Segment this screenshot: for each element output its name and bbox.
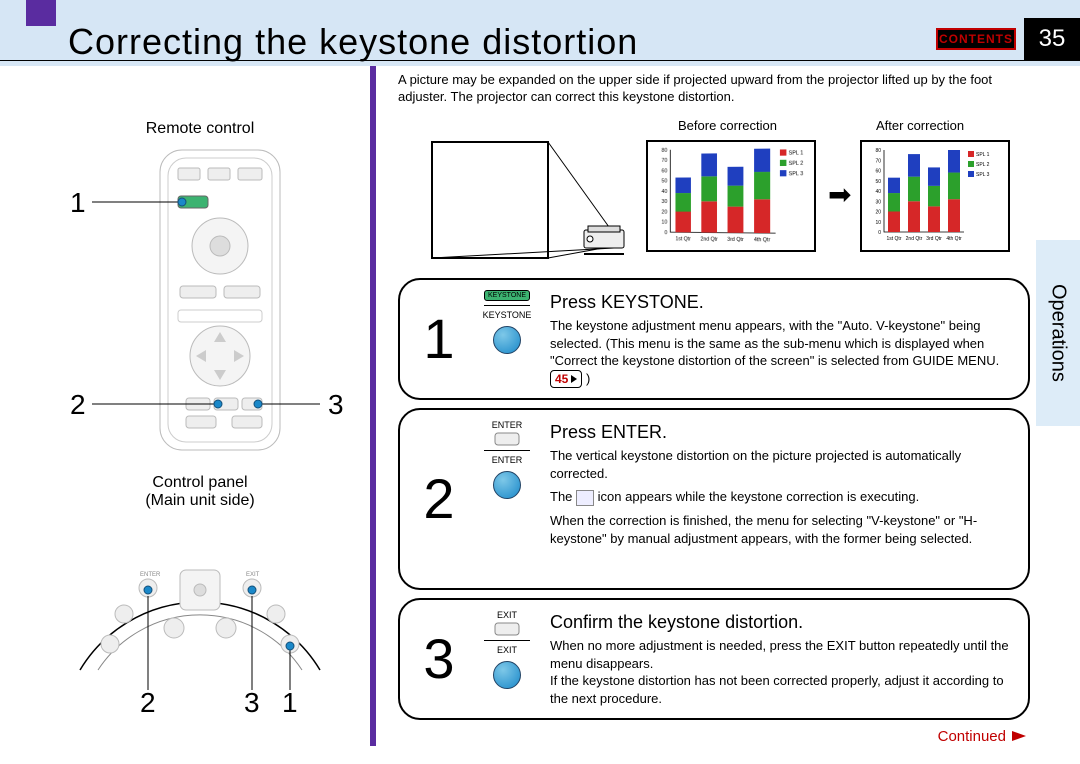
main-unit-label: (Main unit side) <box>40 492 360 510</box>
svg-text:SPL 2: SPL 2 <box>976 162 990 168</box>
step-2-body-b-pre: The <box>550 489 572 504</box>
svg-text:20: 20 <box>662 210 668 216</box>
diagram-row: Before correction 0 10 20 30 40 50 60 70 80 1st Q… <box>398 118 1030 268</box>
intro-text: A picture may be expanded on the upper s… <box>398 72 1030 106</box>
svg-text:SPL 2: SPL 2 <box>789 161 804 167</box>
after-correction-label: After correction <box>876 118 964 133</box>
step-3-title: Confirm the keystone distortion. <box>550 610 1014 634</box>
exit-key-icon <box>494 622 520 636</box>
arrow-icon: ➡ <box>828 178 851 211</box>
svg-text:SPL 1: SPL 1 <box>976 152 990 158</box>
svg-text:10: 10 <box>875 220 881 226</box>
step-2-control: ENTER ENTER <box>474 420 540 576</box>
exit-key-label: EXIT <box>497 645 517 655</box>
step-2-body-a: The vertical keystone distortion on the … <box>550 447 1014 482</box>
step-1-control: KEYSTONE KEYSTONE <box>474 290 540 386</box>
svg-text:1st Qtr: 1st Qtr <box>886 236 901 242</box>
remote-callout-2: 2 <box>70 389 86 420</box>
keystone-key-icon: KEYSTONE <box>484 290 530 301</box>
remote-callout-1: 1 <box>70 187 86 218</box>
svg-text:0: 0 <box>664 230 667 236</box>
step-2-body-b-post: icon appears while the keystone correcti… <box>598 489 920 504</box>
svg-text:30: 30 <box>875 199 881 205</box>
page-ref-45[interactable]: 45 <box>550 370 582 388</box>
remote-illustration: 1 2 3 <box>50 146 350 466</box>
enter-key-label-top: ENTER <box>492 420 523 430</box>
contents-button[interactable]: CONTENTS <box>936 28 1016 50</box>
svg-text:3rd Qtr: 3rd Qtr <box>727 237 744 243</box>
svg-text:10: 10 <box>662 220 668 226</box>
panel-callout-3: 3 <box>244 687 260 718</box>
after-chart: 0 10 20 30 40 50 60 70 80 1st Qtr 2nd Qtr3rd Qtr 4t… <box>860 140 1010 252</box>
svg-text:40: 40 <box>875 189 881 195</box>
svg-text:50: 50 <box>875 179 881 185</box>
svg-text:ENTER: ENTER <box>140 572 161 578</box>
keystone-key-label: KEYSTONE <box>483 310 532 320</box>
svg-text:SPL 3: SPL 3 <box>976 172 990 178</box>
before-chart: 0 10 20 30 40 50 60 70 80 1st Qtr 2nd Qtr 3rd Qtr 4t… <box>646 140 816 252</box>
accent-rail <box>370 66 376 746</box>
accent-stub <box>26 0 56 26</box>
step-1-number: 1 <box>414 290 464 386</box>
svg-text:20: 20 <box>875 210 881 216</box>
svg-text:2nd Qtr: 2nd Qtr <box>906 236 923 242</box>
exit-key-label-top: EXIT <box>497 610 517 620</box>
step-3-card: 3 EXIT EXIT Confirm the keystone distort… <box>398 598 1030 720</box>
step-1-title: Press KEYSTONE. <box>550 290 1014 314</box>
page-title: Correcting the keystone distortion <box>68 21 638 63</box>
panel-callout-1: 1 <box>282 687 298 718</box>
svg-text:0: 0 <box>878 230 881 236</box>
step-3-number: 3 <box>414 610 464 706</box>
keystone-progress-icon <box>576 490 594 506</box>
left-column: Remote control <box>40 120 360 720</box>
continued-label: Continued <box>938 728 1026 745</box>
svg-text:40: 40 <box>662 189 668 195</box>
section-tab: Operations <box>1036 240 1080 426</box>
svg-text:80: 80 <box>875 148 881 154</box>
svg-text:30: 30 <box>662 199 668 205</box>
svg-text:60: 60 <box>875 169 881 175</box>
svg-text:4th Qtr: 4th Qtr <box>946 236 962 242</box>
control-panel-label: Control panel <box>40 474 360 492</box>
svg-text:SPL 1: SPL 1 <box>789 150 804 156</box>
svg-text:EXIT: EXIT <box>246 572 260 578</box>
svg-text:4th Qtr: 4th Qtr <box>754 237 771 243</box>
keystone-panel-button-icon <box>493 326 521 354</box>
step-1-body: The keystone adjustment menu appears, wi… <box>550 318 999 368</box>
step-3-control: EXIT EXIT <box>474 610 540 706</box>
step-1-card: 1 KEYSTONE KEYSTONE Press KEYSTONE. The … <box>398 278 1030 400</box>
svg-text:2nd Qtr: 2nd Qtr <box>700 237 718 243</box>
step-2-body-c: When the correction is finished, the men… <box>550 512 1014 547</box>
svg-text:70: 70 <box>662 158 668 164</box>
enter-key-icon <box>494 432 520 446</box>
svg-text:60: 60 <box>662 168 668 174</box>
step-3-body-a: When no more adjustment is needed, press… <box>550 637 1014 672</box>
control-panel-illustration: ENTER EXIT 2 3 1 <box>50 510 350 720</box>
svg-text:70: 70 <box>875 158 881 164</box>
svg-text:50: 50 <box>662 179 668 185</box>
before-correction-label: Before correction <box>678 118 777 133</box>
enter-key-label: ENTER <box>492 455 523 465</box>
step-2-card: 2 ENTER ENTER Press ENTER. The vertical … <box>398 408 1030 590</box>
exit-panel-button-icon <box>493 661 521 689</box>
step-2-title: Press ENTER. <box>550 420 1014 444</box>
step-2-number: 2 <box>414 420 464 576</box>
svg-text:3rd Qtr: 3rd Qtr <box>926 236 942 242</box>
page-number: 35 <box>1024 18 1080 60</box>
svg-text:SPL 3: SPL 3 <box>789 171 804 177</box>
projection-diagram <box>428 138 628 268</box>
remote-control-label: Remote control <box>40 120 360 138</box>
svg-text:1st Qtr: 1st Qtr <box>675 236 691 242</box>
remote-callout-3: 3 <box>328 389 344 420</box>
step-3-body-b: If the keystone distortion has not been … <box>550 672 1014 707</box>
panel-callout-2: 2 <box>140 687 156 718</box>
svg-text:80: 80 <box>662 148 668 154</box>
enter-panel-button-icon <box>493 471 521 499</box>
